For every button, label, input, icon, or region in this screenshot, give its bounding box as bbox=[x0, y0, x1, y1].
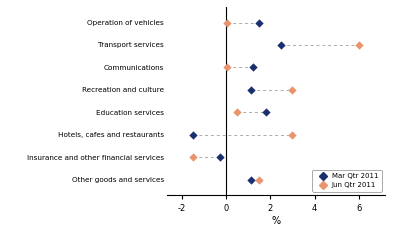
Point bbox=[224, 66, 231, 69]
Point bbox=[355, 43, 362, 47]
Point bbox=[234, 110, 241, 114]
Point bbox=[256, 21, 262, 24]
Point bbox=[263, 110, 269, 114]
Point bbox=[289, 133, 296, 136]
Point bbox=[190, 133, 197, 136]
Point bbox=[247, 88, 254, 92]
Point bbox=[289, 88, 296, 92]
Point bbox=[224, 21, 231, 24]
Point bbox=[190, 155, 197, 159]
X-axis label: %: % bbox=[272, 216, 280, 226]
Point bbox=[216, 155, 223, 159]
Point bbox=[250, 66, 256, 69]
Legend: Mar Qtr 2011, Jun Qtr 2011: Mar Qtr 2011, Jun Qtr 2011 bbox=[312, 170, 382, 192]
Point bbox=[256, 178, 262, 181]
Point bbox=[278, 43, 285, 47]
Point bbox=[247, 178, 254, 181]
